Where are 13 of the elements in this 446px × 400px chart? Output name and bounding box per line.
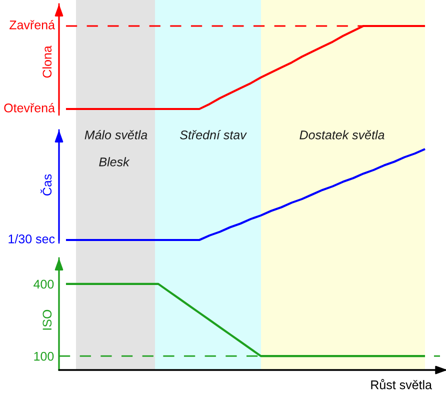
text: 1/30 sec — [8, 234, 55, 244]
annotation: Blesk — [99, 157, 130, 166]
y-axis-title: Clona — [42, 46, 52, 78]
text: Otevřená — [4, 103, 56, 112]
text: Zavřená — [10, 20, 56, 30]
y-tick-label: 400 — [34, 280, 54, 289]
y-axis-title: Čas — [40, 174, 52, 196]
text: Málo světla — [84, 130, 148, 140]
text: Dostatek světla — [300, 130, 384, 140]
x-axis-title: Růst světla — [371, 379, 432, 390]
y-axis-title: ISO — [42, 310, 52, 330]
y-tick-label: 100 — [34, 352, 54, 361]
text: Střední stav — [180, 130, 247, 140]
